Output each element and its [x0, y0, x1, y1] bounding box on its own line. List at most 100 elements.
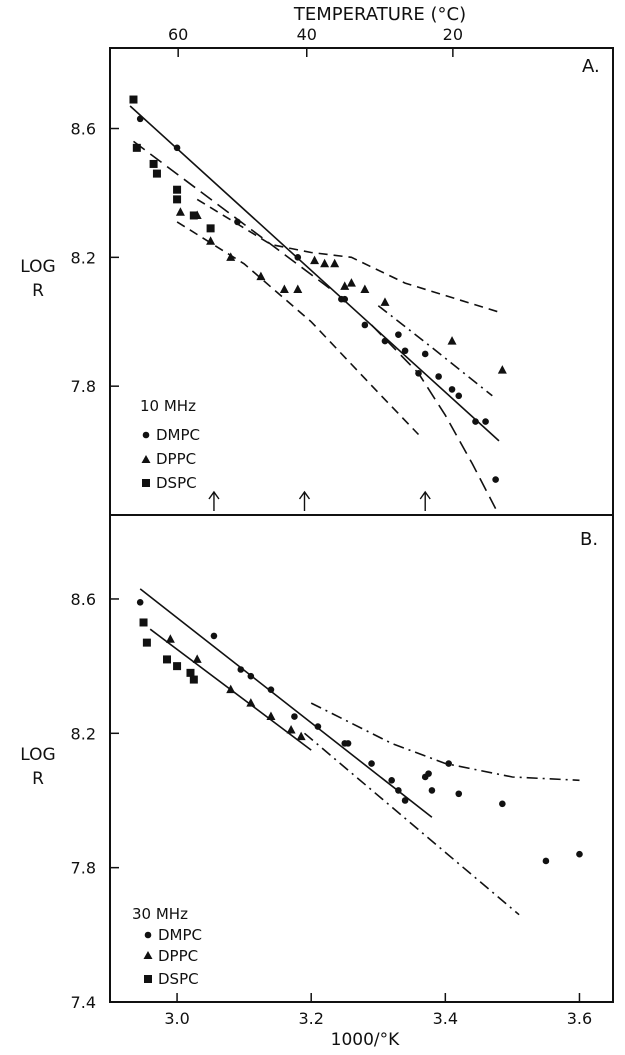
- legend-a-square-marker: [142, 479, 150, 487]
- panel-a-fit-line-3: [196, 198, 500, 313]
- point-dspc: [163, 655, 172, 664]
- panel-a-data-points: [129, 95, 507, 483]
- point-dppc: [286, 724, 296, 734]
- point-dspc: [173, 195, 182, 204]
- panel-a-fit-line-5: [377, 305, 493, 397]
- legend-a-triangle-marker: [141, 455, 151, 463]
- point-dspc: [173, 662, 182, 671]
- legend-b-square-marker: [144, 975, 152, 983]
- transition-arrow: [419, 490, 431, 511]
- point-dmpc: [267, 686, 275, 693]
- panel-b: B. LOG R 7.4 7.8 8.2 8.6 3.0 3.2 3.4 3.6 1000/…: [20, 514, 614, 1050]
- point-dspc: [129, 95, 138, 104]
- panel-a: A. LOG R 7.8 8.2 8.6 10 MHz DMPC DPPC DSPC: [20, 47, 614, 516]
- point-dppc: [293, 284, 303, 294]
- point-dppc: [226, 684, 236, 694]
- point-dmpc: [344, 740, 352, 747]
- panel-a-ylabel-line2: R: [32, 281, 44, 301]
- point-dppc: [447, 336, 457, 345]
- point-dppc: [497, 365, 507, 374]
- legend-b-dppc-label: DPPC: [158, 947, 198, 965]
- point-dppc: [330, 258, 340, 268]
- point-dmpc: [421, 350, 429, 358]
- panel-a-ytick-label: 8.2: [71, 248, 96, 267]
- panel-a-ylabel-line1: LOG: [20, 257, 55, 277]
- point-dmpc: [455, 790, 463, 798]
- legend-b-triangle-marker: [143, 951, 153, 959]
- point-dmpc: [401, 347, 409, 355]
- panel-a-yticks: 7.8 8.2 8.6: [71, 120, 119, 396]
- point-dmpc: [136, 599, 144, 606]
- point-dppc: [360, 284, 370, 294]
- point-dspc: [152, 169, 161, 178]
- point-dppc: [310, 255, 320, 265]
- point-dmpc: [425, 770, 432, 777]
- top-axis-tick-label: 40: [297, 25, 317, 44]
- point-dmpc: [210, 632, 218, 640]
- top-axis-tick-label: 20: [443, 25, 463, 44]
- legend-b-entry-dmpc: DMPC: [144, 926, 202, 944]
- panel-b-xtick-label: 3.2: [298, 1009, 323, 1028]
- point-dspc: [149, 159, 158, 168]
- panel-b-ylabel-line2: R: [32, 769, 44, 789]
- point-dspc: [173, 185, 182, 194]
- point-dspc: [139, 618, 148, 627]
- legend-b-dspc-label: DSPC: [158, 970, 199, 988]
- point-dmpc: [428, 787, 436, 794]
- point-dppc: [206, 236, 216, 245]
- point-dmpc: [341, 295, 349, 303]
- legend-a-dspc-label: DSPC: [156, 474, 197, 492]
- top-axis-tick-label: 60: [168, 25, 188, 44]
- point-dmpc: [482, 418, 489, 425]
- point-dppc: [175, 207, 185, 216]
- transition-arrow: [298, 490, 311, 511]
- panel-b-legend: 30 MHz DMPC DPPC DSPC: [132, 905, 202, 988]
- panel-a-frame: [109, 47, 614, 516]
- top-axis: TEMPERATURE (°C) 60 40 20: [168, 4, 466, 57]
- point-dppc: [256, 271, 266, 281]
- point-dmpc: [234, 218, 241, 226]
- panel-b-ylabel-line1: LOG: [20, 745, 55, 765]
- transition-arrow: [208, 490, 220, 511]
- point-dspc: [189, 675, 198, 684]
- point-dmpc: [472, 418, 479, 425]
- legend-b-dmpc-label: DMPC: [158, 926, 202, 944]
- panel-b-ytick-label: 7.8: [71, 859, 96, 878]
- panel-b-data-points: [136, 599, 583, 865]
- point-dmpc: [381, 337, 389, 345]
- panel-b-xtick-label: 3.4: [433, 1009, 458, 1028]
- panel-a-fit-line-6: [371, 324, 497, 509]
- point-dspc: [142, 638, 151, 647]
- legend-a-dppc-label: DPPC: [156, 450, 196, 468]
- panel-a-label: A.: [582, 56, 600, 77]
- point-dppc: [266, 711, 276, 721]
- point-dmpc: [576, 850, 583, 858]
- point-dspc: [186, 668, 195, 677]
- point-dppc: [340, 281, 350, 290]
- panel-a-fit-line-2: [133, 140, 332, 291]
- top-axis-title: TEMPERATURE (°C): [293, 4, 466, 25]
- panel-b-fit-line-3: [303, 732, 520, 916]
- legend-a-dmpc-label: DMPC: [156, 426, 200, 444]
- point-dspc: [189, 211, 198, 220]
- point-dmpc: [395, 331, 402, 338]
- point-dmpc: [247, 672, 255, 680]
- point-dmpc: [492, 476, 499, 483]
- point-dmpc: [445, 760, 452, 767]
- panel-b-xlabel: 1000/°K: [331, 1030, 400, 1050]
- point-dppc: [296, 731, 306, 741]
- legend-b-circle-marker: [144, 931, 152, 939]
- panel-a-ytick-label: 8.6: [71, 120, 96, 139]
- point-dmpc: [499, 800, 506, 808]
- panel-b-ytick-label: 8.2: [71, 724, 96, 743]
- panel-b-xtick-label: 3.6: [567, 1009, 592, 1028]
- legend-a-title: 10 MHz: [140, 397, 196, 415]
- panel-b-fit-line-4: [310, 702, 580, 782]
- point-dmpc: [415, 369, 422, 377]
- legend-a-entry-dspc: DSPC: [142, 474, 197, 492]
- panel-a-legend: 10 MHz DMPC DPPC DSPC: [140, 397, 200, 492]
- point-dmpc: [455, 392, 463, 400]
- point-dmpc: [542, 857, 550, 865]
- panel-b-xticks: 3.0 3.2 3.4 3.6: [164, 993, 592, 1028]
- point-dmpc: [237, 666, 245, 673]
